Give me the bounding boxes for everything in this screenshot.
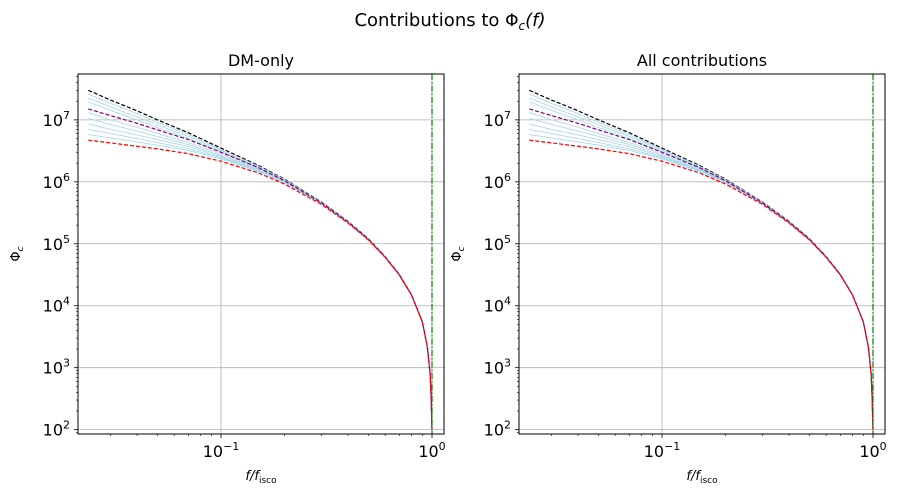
x-axis-label: f/fisco [686, 469, 718, 486]
series-line-7 [529, 129, 874, 430]
series-line-9 [529, 108, 874, 430]
x-tick-label: 10−1 [203, 440, 240, 461]
figure-title: Contributions to Φc(f) [354, 10, 545, 33]
series-line-4 [88, 112, 433, 430]
series-line-1 [529, 93, 874, 430]
y-tick-label: 103 [43, 357, 70, 378]
y-tick-label: 104 [43, 295, 70, 316]
y-tick-label: 103 [484, 357, 511, 378]
series-line-7 [88, 129, 433, 430]
series-line-5 [88, 117, 433, 430]
axes-frame [518, 73, 886, 435]
series-line-8 [529, 134, 874, 430]
series-line-4 [529, 112, 874, 430]
y-tick-label: 102 [484, 419, 511, 440]
series-line-10 [529, 139, 874, 430]
series-line-3 [88, 101, 433, 430]
panel-all-contributions: 10−1 100 102 103 104 105 106 107 All contributio… [450, 51, 887, 486]
x-tick-label: 10−1 [644, 440, 681, 461]
series-line-8 [88, 134, 433, 430]
series-line-10 [88, 139, 433, 430]
series-line-1 [88, 93, 433, 430]
y-axis-label: Φc [9, 246, 26, 261]
panel-title: All contributions [637, 51, 767, 70]
y-axis-label: Φc [450, 246, 467, 261]
series-line-3 [529, 101, 874, 430]
series-line-9 [88, 108, 433, 430]
x-tick-label: 100 [859, 440, 886, 461]
series-line-5 [529, 117, 874, 430]
x-axis-label: f/fisco [245, 469, 277, 486]
y-tick-label: 107 [43, 109, 70, 130]
panel-title: DM-only [228, 51, 294, 70]
y-tick-label: 105 [484, 233, 511, 254]
panel-dm-only: 10−1 100 102 103 104 105 106 107 DM-only f/fisco Φ… [9, 51, 446, 486]
series-line-2 [529, 97, 874, 430]
x-tick-label: 100 [418, 440, 445, 461]
y-tick-label: 107 [484, 109, 511, 130]
y-tick-label: 102 [43, 419, 70, 440]
series-line-2 [88, 97, 433, 430]
y-tick-label: 106 [43, 171, 70, 192]
axes-frame [77, 73, 445, 435]
y-tick-label: 104 [484, 295, 511, 316]
y-tick-label: 106 [484, 171, 511, 192]
y-tick-label: 105 [43, 233, 70, 254]
series-line-0 [529, 89, 874, 430]
series-line-0 [88, 89, 433, 430]
